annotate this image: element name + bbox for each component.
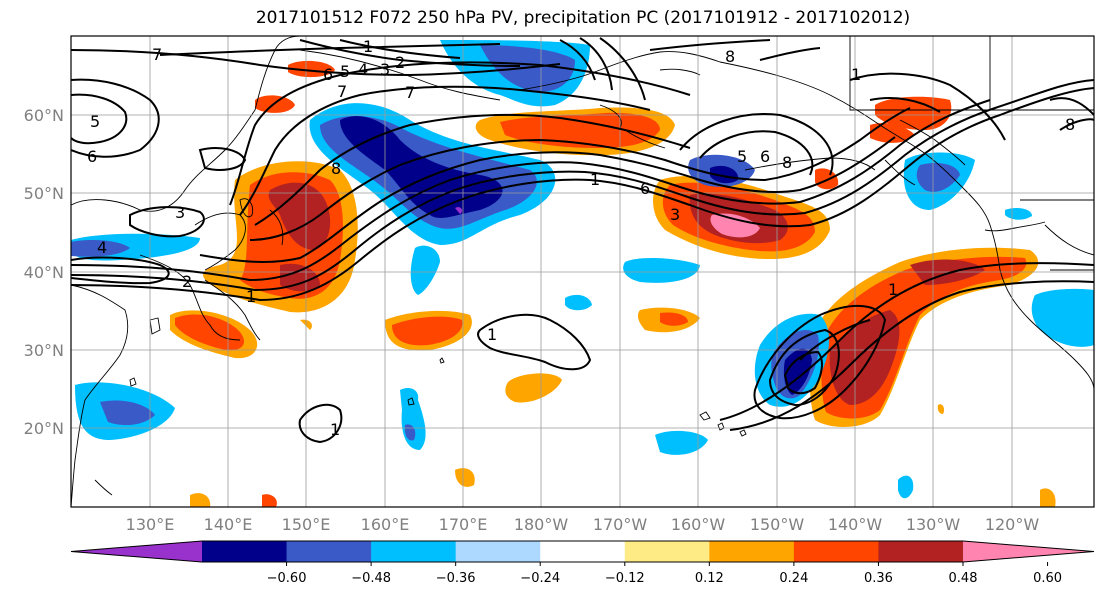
colorbar-segment xyxy=(709,541,795,562)
contour-label: 5 xyxy=(90,112,100,131)
contour-label: 2 xyxy=(182,272,192,291)
lon-label: 180°W xyxy=(514,515,569,534)
contour-label: 1 xyxy=(330,420,340,439)
colorbar-segment xyxy=(624,541,710,562)
pv-contours xyxy=(71,37,1094,444)
colorbar-extend-high xyxy=(963,541,1094,562)
colorbar-segment xyxy=(286,541,372,562)
colorbar-outline xyxy=(70,540,1095,563)
colorbar-segment xyxy=(793,541,879,562)
latitude-labels: 60°N 50°N 40°N 30°N 20°N xyxy=(24,106,64,438)
contour-label: 8 xyxy=(331,159,341,178)
lon-label: 130°E xyxy=(126,515,175,534)
contour-label: 1 xyxy=(363,37,373,56)
lon-label: 140°E xyxy=(204,515,253,534)
colorbar-tick-label: −0.36 xyxy=(436,571,476,586)
lon-label: 120°W xyxy=(985,515,1040,534)
contour-label: 4 xyxy=(358,60,368,79)
map-title: 2017101512 F072 250 hPa PV, precipitatio… xyxy=(255,8,911,28)
contour-labels: 7 1 2 3 4 5 6 7 8 7 5 6 3 4 2 1 8 3 1 6 … xyxy=(87,37,1075,439)
contour-label: 5 xyxy=(737,147,747,166)
contour-label: 3 xyxy=(380,60,390,79)
contour-label: 6 xyxy=(87,147,97,166)
colorbar-tick-label: 0.36 xyxy=(864,571,893,586)
colorbar-segment xyxy=(540,541,626,562)
longitude-labels: 130°E 140°E 150°E 160°E 170°E 180°W 170°… xyxy=(126,515,1040,534)
graticule xyxy=(71,36,1094,507)
lat-label: 60°N xyxy=(24,106,64,125)
colorbar-tick-label: 0.12 xyxy=(695,571,724,586)
contour-label: 8 xyxy=(782,153,792,172)
contour-label: 1 xyxy=(590,170,600,189)
colorbar-segment xyxy=(455,541,541,562)
colorbar-tick-label: −0.12 xyxy=(605,571,645,586)
lat-label: 30°N xyxy=(24,341,64,360)
contour-label: 7 xyxy=(152,45,162,64)
contour-label: 1 xyxy=(246,287,256,306)
lon-label: 140°W xyxy=(828,515,883,534)
colorbar-segment xyxy=(371,541,457,562)
contour-label: 4 xyxy=(97,238,107,257)
lat-label: 50°N xyxy=(24,184,64,203)
contour-label: 6 xyxy=(640,179,650,198)
lat-label: 40°N xyxy=(24,263,64,282)
contour-label: 8 xyxy=(725,47,735,66)
contour-label: 3 xyxy=(670,205,680,224)
contour-label: 7 xyxy=(405,83,415,102)
contour-label: 2 xyxy=(395,53,405,72)
colorbar-tick-label: −0.24 xyxy=(520,571,560,586)
contour-label: 8 xyxy=(1065,115,1075,134)
lon-label: 150°W xyxy=(750,515,805,534)
contour-label: 3 xyxy=(175,203,185,222)
lon-label: 130°W xyxy=(906,515,961,534)
contour-label: 6 xyxy=(760,147,770,166)
contour-label: 1 xyxy=(851,65,861,84)
colorbar-tick-label: 0.24 xyxy=(779,571,808,586)
colorbar-tick-label: 0.48 xyxy=(949,571,978,586)
contour-label: 1 xyxy=(487,325,497,344)
map-border xyxy=(70,35,1095,508)
contour-label: 5 xyxy=(340,62,350,81)
lat-label: 20°N xyxy=(24,419,64,438)
lon-label: 160°W xyxy=(671,515,726,534)
contour-label: 6 xyxy=(323,65,333,84)
colorbar-extend-low xyxy=(71,541,202,562)
colorbar-segment xyxy=(878,541,964,562)
colorbar: −0.60 −0.48 −0.36 −0.24 −0.12 0.12 0.24 0.36 0.4… xyxy=(70,540,1095,586)
lon-label: 170°W xyxy=(593,515,648,534)
contour-label: 1 xyxy=(888,280,898,299)
lon-label: 150°E xyxy=(282,515,331,534)
colorbar-tick-label: −0.48 xyxy=(351,571,391,586)
colorbar-segment xyxy=(202,541,288,562)
lon-label: 160°E xyxy=(361,515,410,534)
colorbar-tick-label: −0.60 xyxy=(267,571,307,586)
contour-label: 7 xyxy=(337,82,347,101)
colorbar-tick-label: 0.60 xyxy=(1033,571,1062,586)
lon-label: 170°E xyxy=(439,515,488,534)
